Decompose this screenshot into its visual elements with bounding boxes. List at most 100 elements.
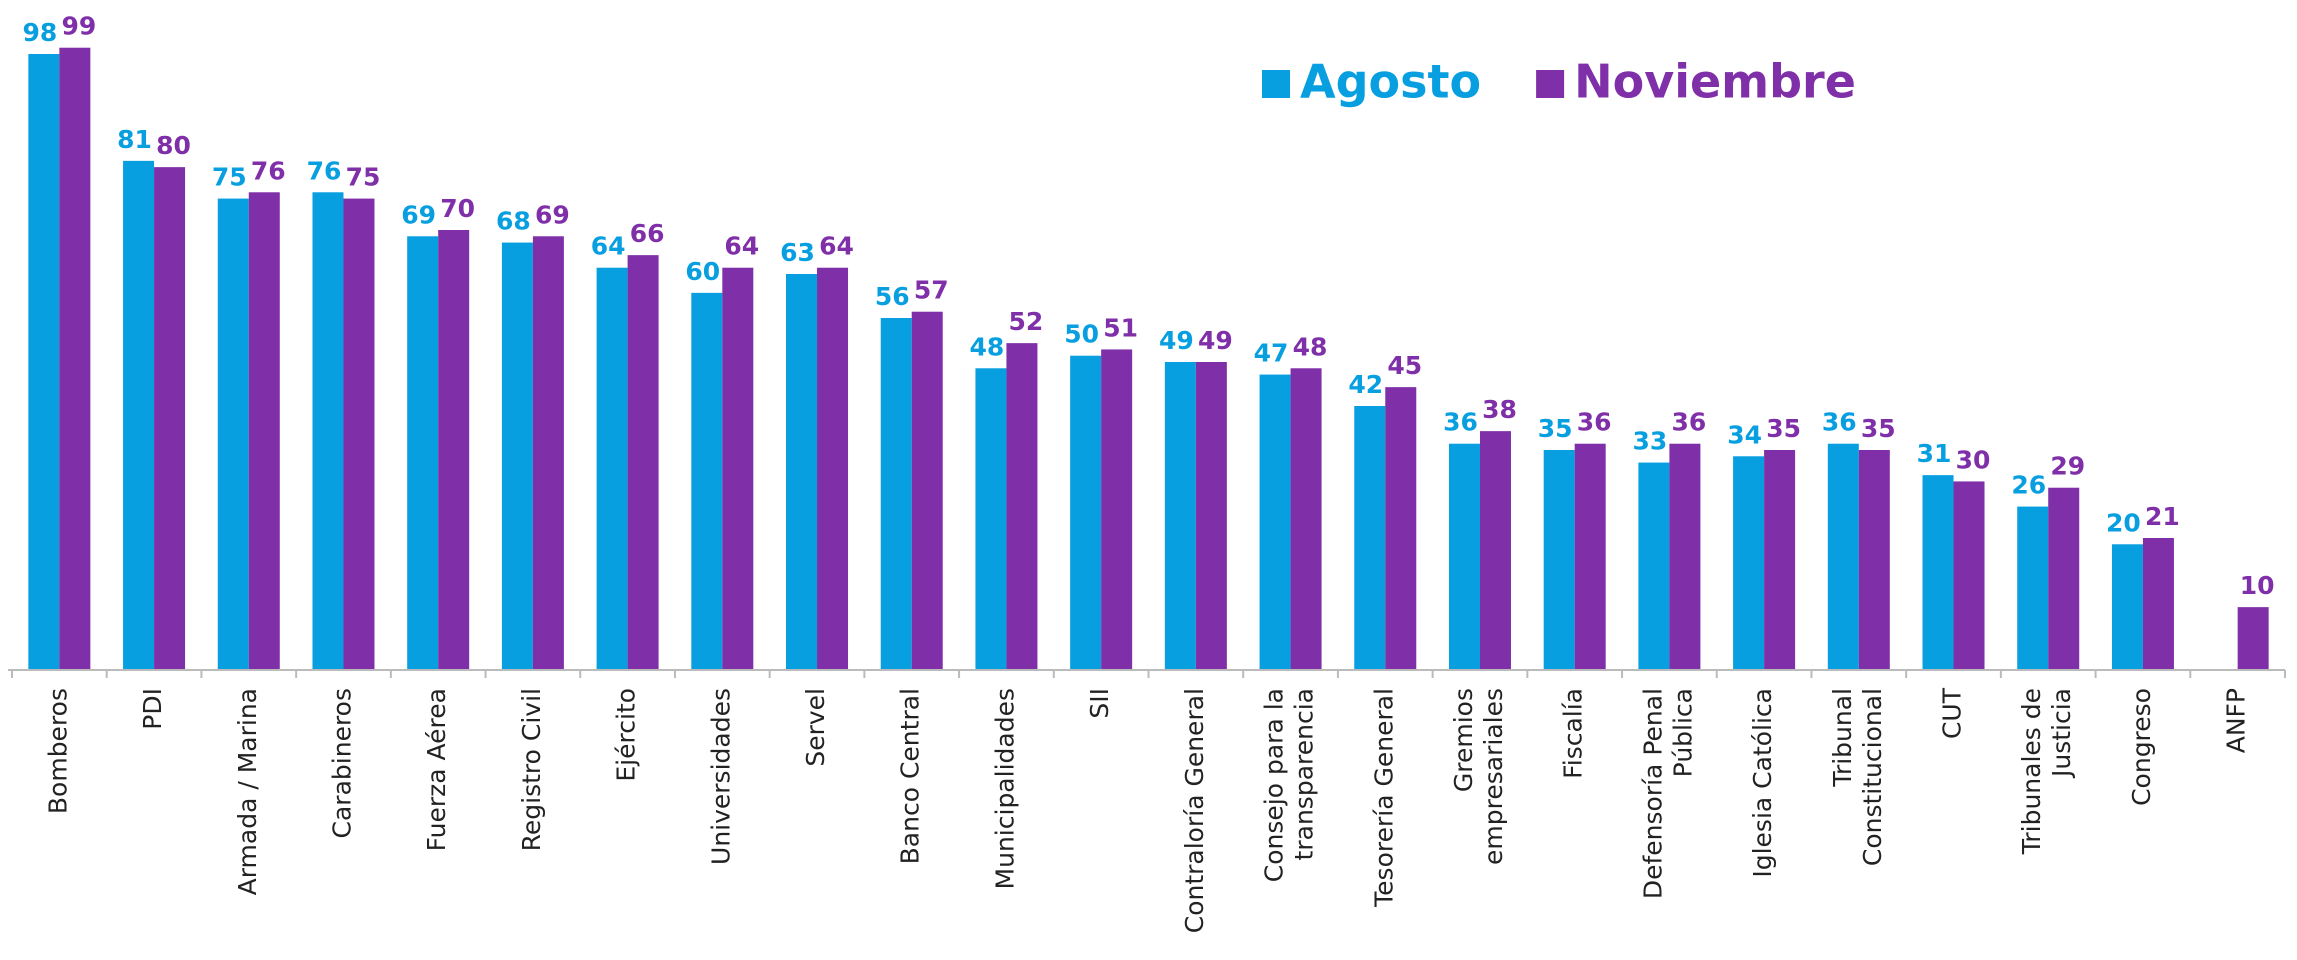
value-label: 36 (1443, 408, 1478, 437)
value-label: 33 (1632, 427, 1667, 456)
bar (1669, 443, 1701, 670)
value-label: 56 (875, 282, 910, 311)
bar (1638, 462, 1670, 670)
bar (1259, 374, 1291, 670)
value-label: 48 (970, 332, 1005, 361)
label-line: Defensoría Penal (1638, 688, 1667, 899)
bar (28, 54, 60, 670)
value-label: 69 (535, 200, 570, 229)
x-tick-label: Ejército (612, 688, 641, 782)
value-label: 64 (819, 232, 854, 261)
label-line: empresariales (1479, 688, 1508, 865)
value-label: 35 (1861, 414, 1896, 443)
bar (2237, 607, 2269, 670)
value-label: 64 (591, 232, 626, 261)
x-tick-label: Consejo para latransparencia (1260, 688, 1319, 882)
value-label: 99 (61, 12, 96, 41)
bar (1858, 450, 1890, 670)
bar (817, 267, 849, 670)
x-tick-label: ANFP (2222, 688, 2251, 753)
bar (1733, 456, 1765, 670)
x-tick-label: Congreso (2127, 688, 2156, 806)
value-label: 31 (1917, 439, 1952, 468)
value-label: 51 (1103, 313, 1138, 342)
legend-label: Noviembre (1574, 55, 1856, 109)
bar (880, 318, 912, 670)
value-label: 26 (2011, 471, 2046, 500)
bar (1543, 450, 1575, 670)
x-tick-label: Bomberos (43, 688, 72, 814)
value-label: 76 (251, 156, 286, 185)
value-label: 30 (1956, 445, 1991, 474)
x-tick-label: CUT (1938, 687, 1967, 739)
value-label: 68 (496, 207, 531, 236)
bar (248, 192, 280, 671)
legend-swatch (1262, 70, 1290, 98)
x-tick-label: Municipalidades (990, 688, 1019, 889)
value-label: 36 (1577, 408, 1612, 437)
bar (59, 47, 91, 670)
bar (627, 255, 659, 670)
x-tick-label: SII (1085, 688, 1114, 719)
value-label: 48 (1293, 332, 1328, 361)
bar (2111, 544, 2143, 670)
value-label: 35 (1766, 414, 1801, 443)
label-line: Consejo para la (1260, 688, 1289, 882)
bar (217, 198, 249, 671)
bar (1006, 343, 1038, 670)
x-tick-label: Tribunales deJusticia (2017, 688, 2076, 855)
value-label: 34 (1727, 420, 1762, 449)
bar (2048, 487, 2080, 670)
value-label: 64 (724, 232, 759, 261)
value-label: 20 (2106, 508, 2141, 537)
label-line: Tribunales de (2017, 688, 2046, 855)
x-tick-label: Carabineros (327, 688, 356, 838)
value-label: 45 (1387, 351, 1422, 380)
bar (1827, 443, 1859, 670)
label-line: transparencia (1290, 688, 1319, 860)
x-tick-label: Fiscalía (1559, 688, 1588, 779)
value-label: 42 (1348, 370, 1383, 399)
label-line: Pública (1668, 688, 1697, 777)
bar (596, 267, 628, 670)
bar (123, 160, 155, 670)
bar (1101, 349, 1133, 670)
value-label: 35 (1538, 414, 1573, 443)
value-label: 76 (307, 156, 342, 185)
x-tick-label: Servel (801, 688, 830, 767)
bar (1354, 406, 1386, 670)
x-tick-label: Armada / Marina (233, 688, 262, 895)
x-tick-label: Gremiosempresariales (1449, 688, 1508, 865)
bar (1479, 431, 1511, 670)
value-label: 63 (780, 238, 815, 267)
bar (722, 267, 754, 670)
value-label: 70 (440, 194, 475, 223)
bar (2142, 538, 2174, 670)
bar (312, 192, 344, 671)
x-tick-label: Universidades (706, 688, 735, 865)
bar (532, 236, 564, 671)
bar (911, 311, 943, 670)
x-tick-label: Banco Central (896, 688, 925, 864)
value-label: 21 (2145, 502, 2180, 531)
bar (1953, 481, 1985, 670)
x-tick-label: Fuerza Aérea (422, 688, 451, 851)
bar (786, 274, 818, 670)
bar (1290, 368, 1322, 670)
bar (1448, 443, 1480, 670)
bar (1195, 362, 1227, 670)
bar (1764, 450, 1796, 670)
value-label: 60 (685, 257, 720, 286)
value-label: 52 (1009, 307, 1044, 336)
bar (1574, 443, 1606, 670)
label-line: Tribunal (1828, 688, 1857, 788)
label-line: Justicia (2047, 688, 2076, 779)
x-tick-label: Tesorería General (1369, 688, 1398, 908)
bar (438, 230, 470, 670)
bar (154, 167, 186, 670)
value-label: 36 (1822, 408, 1857, 437)
value-label: 49 (1159, 326, 1194, 355)
x-tick-label: Registro Civil (517, 688, 546, 851)
value-label: 66 (630, 219, 665, 248)
